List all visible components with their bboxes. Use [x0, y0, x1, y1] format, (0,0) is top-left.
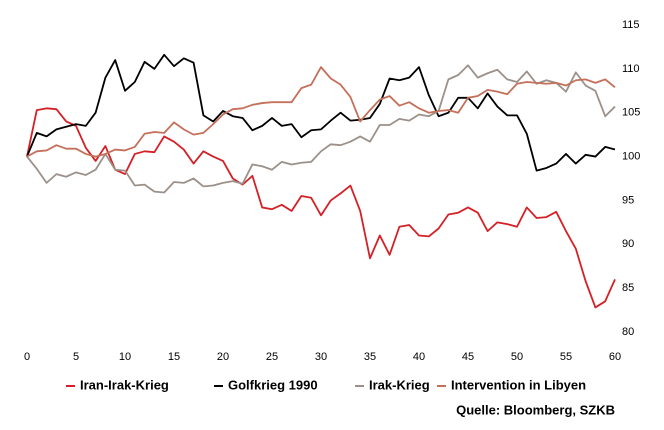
y-tick-label: 100 — [622, 150, 640, 162]
legend-label: Intervention in Libyen — [451, 377, 586, 392]
line-series — [26, 107, 616, 309]
x-tick-label: 35 — [364, 351, 376, 363]
x-tick-label: 25 — [266, 351, 278, 363]
legend-label: Golfkrieg 1990 — [228, 377, 318, 392]
x-tick-label: 45 — [462, 351, 474, 363]
y-tick-label: 105 — [622, 107, 640, 119]
x-tick-label: 10 — [119, 351, 131, 363]
x-tick-label: 30 — [315, 351, 327, 363]
y-tick-label: 80 — [622, 326, 634, 338]
x-tick-label: 15 — [168, 351, 180, 363]
y-tick-label: 85 — [622, 282, 634, 294]
line-series — [26, 66, 616, 158]
line-series — [26, 53, 616, 172]
y-tick-label: 90 — [622, 238, 634, 250]
line-series — [26, 64, 616, 194]
x-tick-label: 40 — [413, 351, 425, 363]
x-tick-label: 50 — [511, 351, 523, 363]
x-tick-label: 0 — [24, 351, 30, 363]
y-tick-label: 115 — [622, 19, 640, 31]
y-tick-label: 95 — [622, 194, 634, 206]
x-tick-label: 5 — [73, 351, 79, 363]
x-tick-label: 55 — [560, 351, 572, 363]
legend-label: Irak-Krieg — [369, 377, 430, 392]
legend-label: Iran-Irak-Krieg — [80, 377, 169, 392]
source: Quelle: Bloomberg, SZKB — [456, 402, 615, 417]
x-tick-label: 60 — [609, 351, 621, 363]
x-tick-label: 20 — [217, 351, 229, 363]
y-tick-label: 110 — [622, 63, 640, 75]
